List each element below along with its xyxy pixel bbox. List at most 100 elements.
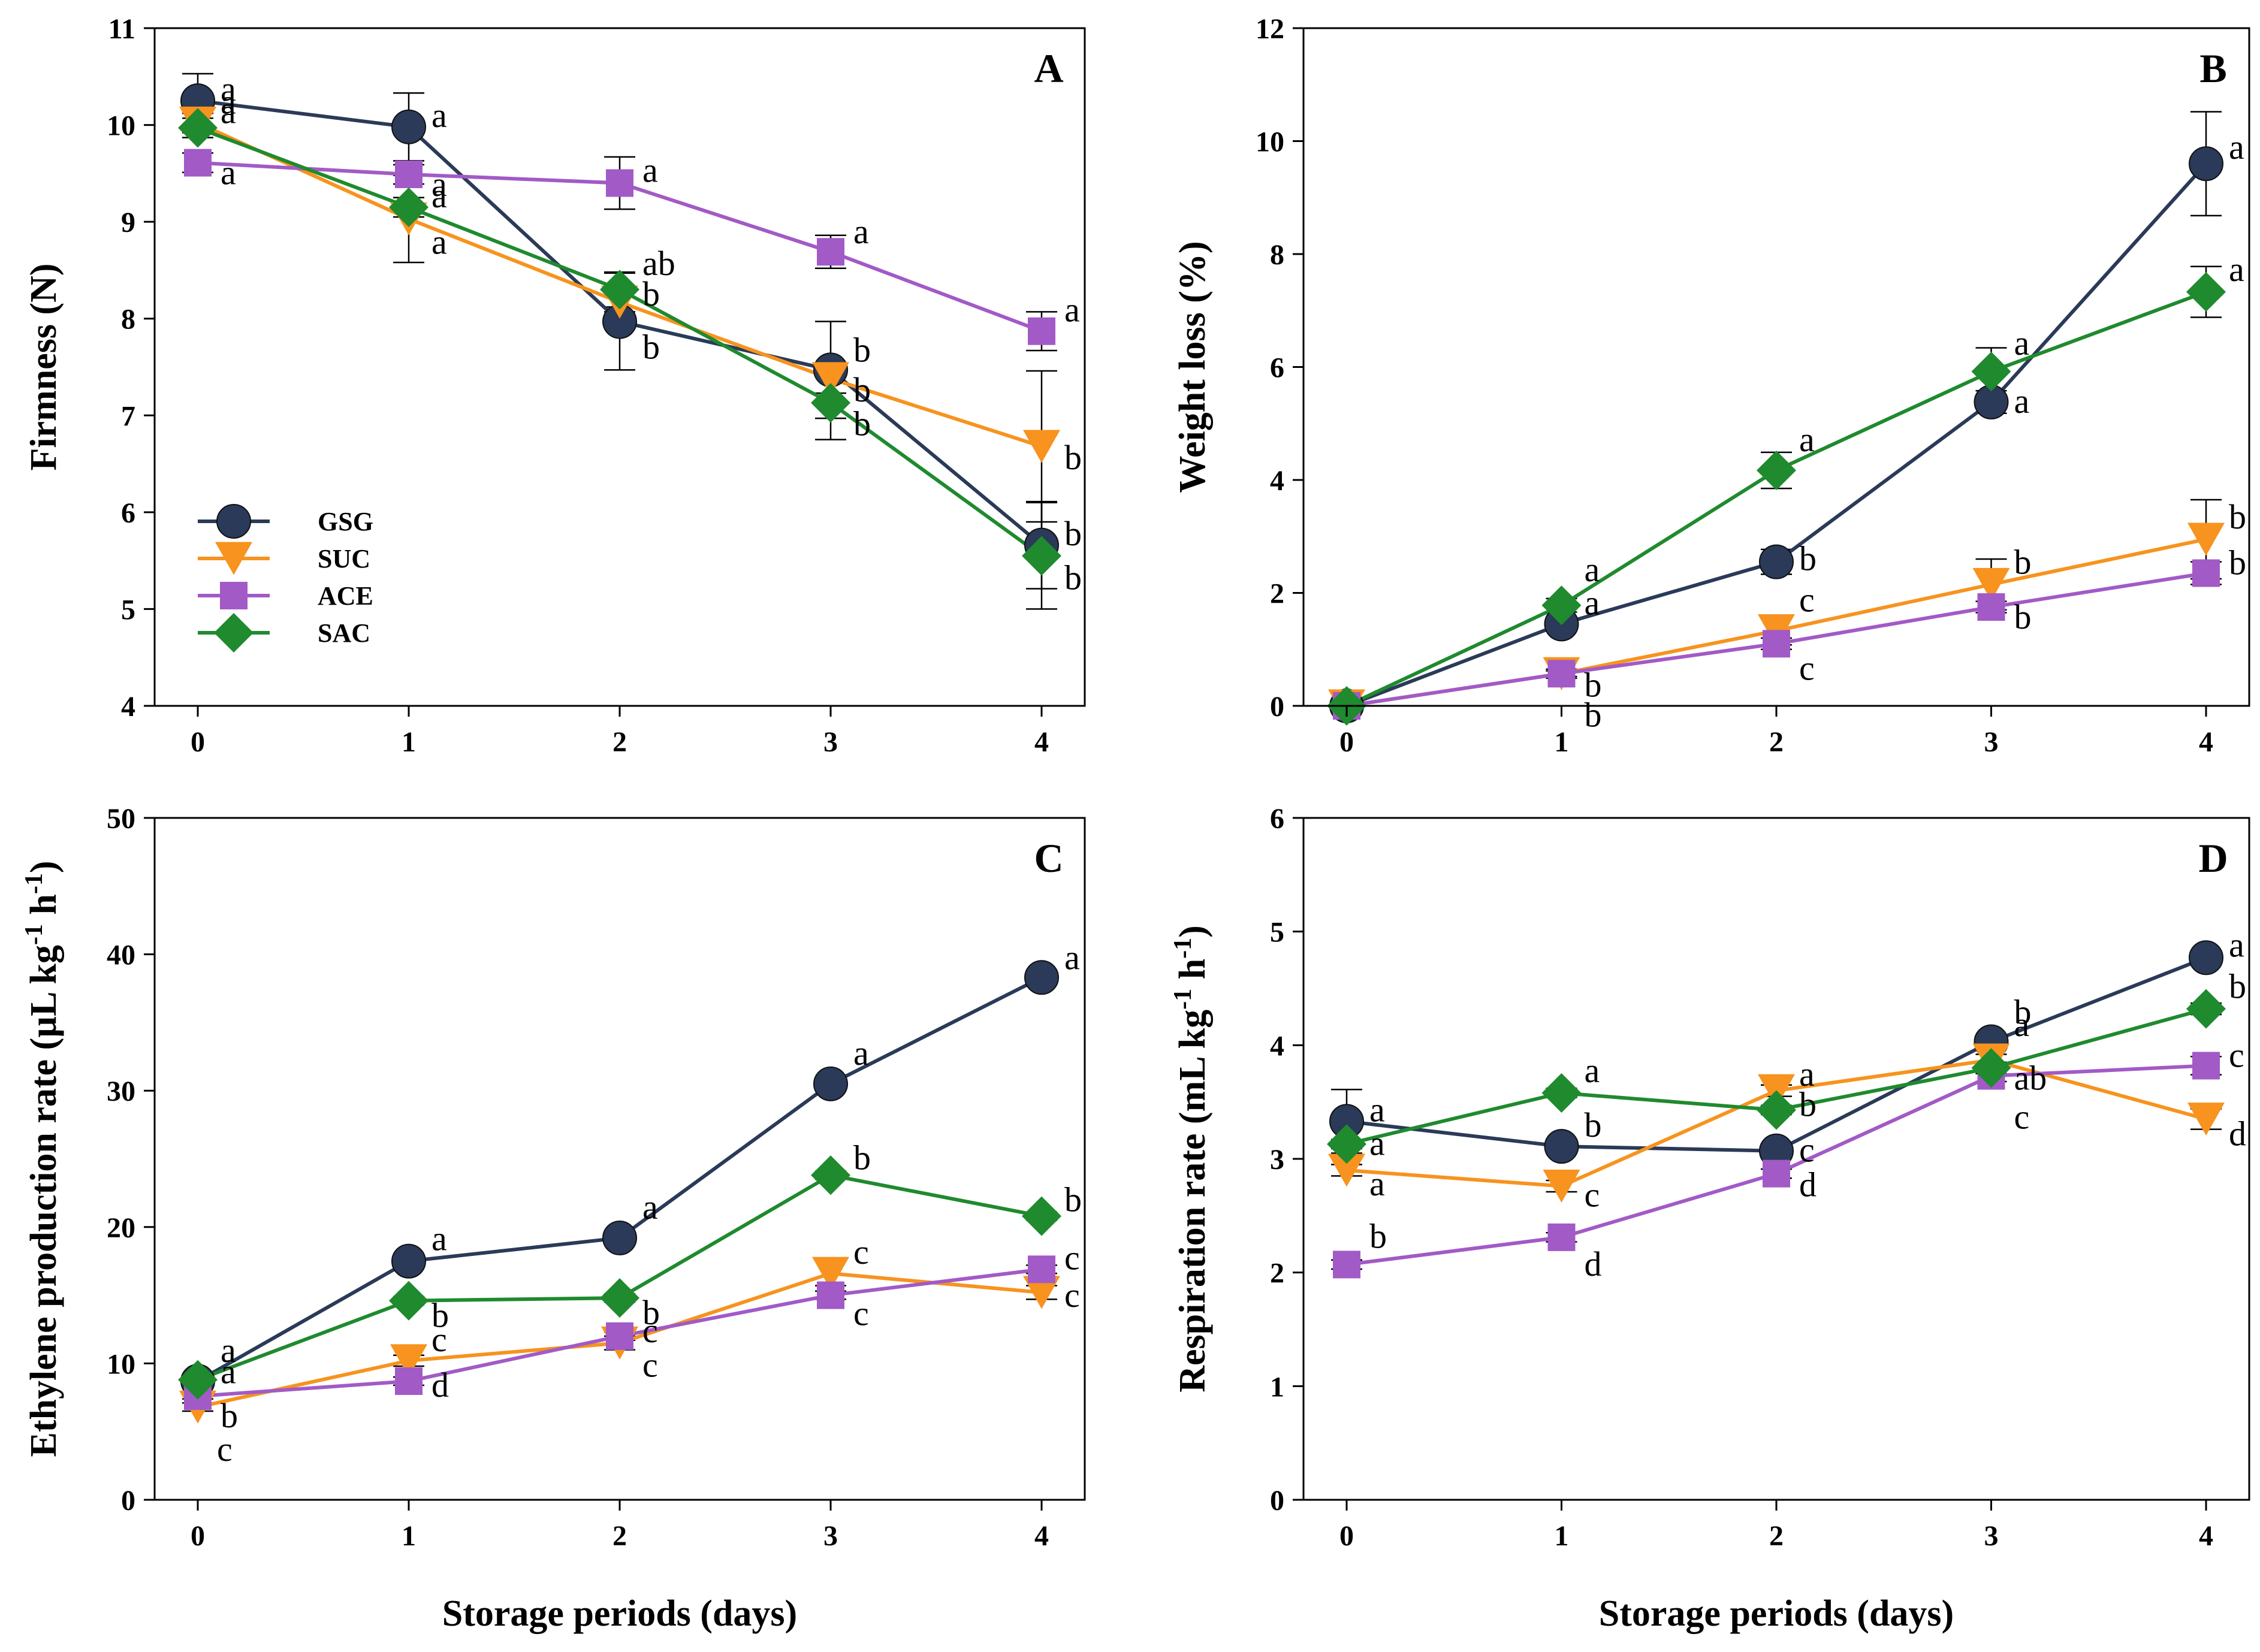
panel-A-SAC-point [389, 187, 429, 227]
panel-C-ACE-point [395, 1367, 423, 1395]
panel-D-GSG-point [2189, 940, 2223, 976]
panel-D-SUC-sig-letter: a [1369, 1164, 1385, 1203]
panel-D-SUC-sig-letter: a [2014, 1005, 2030, 1044]
panel-B-GSG-sig-letter: a [1585, 583, 1600, 622]
panel-D-SAC-point [1327, 1124, 1366, 1164]
panel-B-ACE-point [2192, 559, 2220, 587]
panel-A-GSG-sig-letter: b [1064, 514, 1082, 553]
panel-D-SAC-sig-letter: b [1799, 1085, 1817, 1124]
panel-A-SAC-point [1022, 536, 1061, 576]
panel-B-xtick-label: 4 [2199, 726, 2213, 758]
panel-D-ACE-sig-letter: d [1799, 1165, 1817, 1204]
panel-A-ACE-point [395, 160, 423, 188]
panel-A-ytick-label: 10 [107, 110, 135, 142]
panel-C-SAC-sig-letter: b [642, 1293, 660, 1332]
panel-B-SAC-sig-letter: a [1799, 420, 1815, 459]
panel-C-ytick-label: 20 [107, 1212, 135, 1244]
panel-A-xtick-label: 3 [823, 726, 838, 758]
legend-GSG-marker [216, 504, 251, 539]
panel-C-SAC-point [811, 1155, 850, 1195]
panel-A-ACE-sig-letter: a [1064, 291, 1080, 330]
panel-D-ACE-point [1547, 1223, 1576, 1251]
panel-B-SAC-point [1541, 585, 1582, 626]
panel-D-ACE-sig-letter: d [1585, 1245, 1602, 1283]
panel-B-ytick-label: 10 [1256, 126, 1284, 158]
panel-B-ytick-label: 0 [1270, 691, 1284, 723]
panel-C-SAC-point [600, 1278, 639, 1318]
panel-B-GSG-sig-letter: b [1799, 539, 1817, 578]
panel-C-GSG-point [813, 1066, 848, 1101]
panel-D-xtick-label: 3 [1984, 1520, 1999, 1552]
panel-D-SAC-sig-letter: b [2229, 967, 2246, 1006]
panel-C-SUC-sig-letter: c [853, 1233, 869, 1272]
panel-C-SAC-sig-letter: a [221, 1352, 236, 1391]
legend-SAC-label: SAC [318, 618, 370, 648]
panel-C-GSG-sig-letter: a [642, 1188, 658, 1227]
panel-A-ylabel: Firmness (N) [23, 263, 64, 470]
panel-A-SUC-point [1023, 430, 1060, 463]
panel-C-ACE-sig-letter: c [642, 1311, 658, 1350]
panel-D-ytick-label: 0 [1270, 1485, 1284, 1517]
panel-A-GSG-point [391, 109, 426, 144]
panel-D-ytick-label: 2 [1270, 1258, 1284, 1289]
panel-A-ytick-label: 7 [121, 400, 135, 432]
panel-A-SUC-sig-letter: b [642, 274, 660, 313]
panel-C-ACE-sig-letter: d [432, 1366, 449, 1405]
panel-B-SAC-point [2186, 272, 2226, 312]
panel-D-ytick-label: 4 [1270, 1030, 1284, 1062]
panel-C-GSG-point [391, 1243, 426, 1279]
panel-C-SAC-point [1022, 1196, 1061, 1236]
panel-A-GSG-sig-letter: b [853, 330, 871, 369]
panel-C-SAC-point [389, 1280, 429, 1321]
panel-C-SAC-sig-letter: b [853, 1138, 871, 1177]
panel-D-xtick-label: 4 [2199, 1520, 2213, 1552]
panel-A-SUC-sig-letter: b [853, 370, 871, 409]
panel-D-ACE-sig-letter: b [1369, 1216, 1387, 1255]
axes-frame-layer [144, 27, 2250, 1511]
panel-A-SAC-point [178, 108, 218, 148]
panel-C-GSG-sig-letter: a [221, 1331, 236, 1370]
panel-D-ACE-sig-letter: c [2014, 1098, 2030, 1137]
panel-B-frame [1302, 27, 2250, 707]
panel-B-ACE-point [1977, 593, 2005, 621]
panel-C-ACE-sig-letter: c [853, 1294, 869, 1333]
panel-D-GSG-sig-letter: a [1369, 1090, 1385, 1129]
panel-B-GSG-point [2189, 146, 2223, 182]
panel-A-ACE-point [184, 149, 212, 177]
panel-B-ytick-label: 2 [1270, 578, 1284, 610]
panel-C-SUC-point [390, 1344, 427, 1378]
panel-D-ytick-label: 3 [1270, 1144, 1284, 1176]
panel-D-ACE-point [1333, 1251, 1360, 1279]
panel-A-GSG-sig-letter: a [221, 70, 236, 108]
panel-C-ACE-point [606, 1322, 633, 1350]
panel-C-frame [153, 817, 1086, 1501]
panel-A-SAC-sig-letter: b [1064, 558, 1082, 597]
panel-D-SUC-sig-letter: a [1799, 1055, 1815, 1094]
panel-D-ACE-sig-letter: c [2229, 1035, 2244, 1074]
panel-B-ACE-sig-letter: b [1585, 695, 1602, 734]
panel-C-GSG-sig-letter: a [432, 1219, 447, 1258]
panel-A-SUC-sig-letter: a [432, 222, 447, 261]
panel-A-ytick-label: 6 [121, 497, 135, 529]
legend-ACE-marker [220, 582, 248, 609]
panel-B-ACE-point [1763, 630, 1790, 658]
panel-D-ytick-label: 6 [1270, 803, 1284, 835]
markers-layer [178, 83, 2226, 1424]
panel-D-ACE-point [1763, 1159, 1790, 1188]
panel-D-SAC-point [2186, 989, 2226, 1029]
panel-A-SAC-point [811, 383, 850, 423]
panel-A-ytick-label: 8 [121, 304, 135, 336]
panel-D-ytick-label: 5 [1270, 917, 1284, 949]
panel-A-SUC-point [812, 362, 849, 395]
panel-B-SAC-sig-letter: a [2229, 250, 2244, 289]
panel-C-ACE-sig-letter: c [1064, 1238, 1080, 1277]
panel-C-xtick-label: 1 [402, 1520, 416, 1552]
panel-A-SAC-point [600, 270, 639, 310]
panel-A-ACE-sig-letter: a [221, 153, 236, 192]
panel-B-xtick-label: 0 [1339, 726, 1354, 758]
panel-B-xtick-label: 1 [1555, 726, 1569, 758]
panel-C-xtick-label: 4 [1034, 1520, 1049, 1552]
panel-D-SAC-point [1541, 1073, 1582, 1113]
